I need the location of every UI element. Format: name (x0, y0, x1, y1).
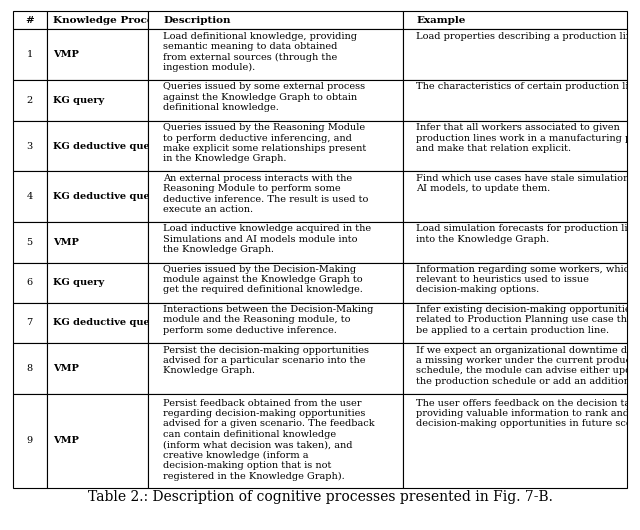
Bar (13, 343, 47, 394)
Bar (148, 120, 403, 172)
Text: 2: 2 (27, 96, 33, 105)
Text: Persist feedback obtained from the user
regarding decision-making opportunities
: Persist feedback obtained from the user … (163, 399, 375, 481)
Text: VMP: VMP (52, 50, 79, 59)
Text: VMP: VMP (52, 364, 79, 373)
Bar (13, 394, 47, 488)
Bar (47, 262, 148, 303)
Bar (47, 303, 148, 343)
Text: KG query: KG query (52, 96, 104, 105)
Text: 3: 3 (27, 142, 33, 151)
Text: VMP: VMP (52, 238, 79, 247)
Bar (148, 30, 403, 81)
Text: The user offers feedback on the decision taken,
providing valuable information t: The user offers feedback on the decision… (417, 399, 640, 428)
Bar (47, 30, 148, 81)
Text: KG deductive query: KG deductive query (52, 319, 160, 328)
Bar (403, 394, 627, 488)
Bar (47, 172, 148, 223)
Text: An external process interacts with the
Reasoning Module to perform some
deductiv: An external process interacts with the R… (163, 174, 369, 214)
Text: Load inductive knowledge acquired in the
Simulations and AI models module into
t: Load inductive knowledge acquired in the… (163, 224, 371, 254)
Text: KG query: KG query (52, 278, 104, 287)
Text: 6: 6 (27, 278, 33, 287)
Bar (403, 343, 627, 394)
Bar (13, 172, 47, 223)
Text: KG deductive query: KG deductive query (52, 192, 160, 201)
Text: Queries issued by the Decision-Making
module against the Knowledge Graph to
get : Queries issued by the Decision-Making mo… (163, 264, 363, 294)
Bar (148, 81, 403, 120)
Bar (403, 262, 627, 303)
Text: VMP: VMP (52, 436, 79, 445)
Bar (47, 343, 148, 394)
Bar (47, 394, 148, 488)
Bar (148, 11, 403, 30)
Text: KG deductive query: KG deductive query (52, 142, 160, 151)
Bar (13, 120, 47, 172)
Bar (148, 262, 403, 303)
Bar (148, 303, 403, 343)
Text: Find which use cases have stale simulation or
AI models, to update them.: Find which use cases have stale simulati… (417, 174, 640, 193)
Bar (403, 30, 627, 81)
Text: Information regarding some workers, which is
relevant to heuristics used to issu: Information regarding some workers, whic… (417, 264, 640, 294)
Text: Infer that all workers associated to given
production lines work in a manufactur: Infer that all workers associated to giv… (417, 123, 640, 153)
Text: Queries issued by the Reasoning Module
to perform deductive inferencing, and
mak: Queries issued by the Reasoning Module t… (163, 123, 367, 163)
Bar (13, 223, 47, 262)
Bar (403, 303, 627, 343)
Text: 7: 7 (27, 319, 33, 328)
Bar (13, 303, 47, 343)
Bar (403, 223, 627, 262)
Text: 8: 8 (27, 364, 33, 373)
Bar (13, 30, 47, 81)
Text: Queries issued by some external process
against the Knowledge Graph to obtain
de: Queries issued by some external process … (163, 82, 365, 112)
Text: 5: 5 (27, 238, 33, 247)
Bar (148, 223, 403, 262)
Text: If we expect an organizational downtime due to
a missing worker under the curren: If we expect an organizational downtime … (417, 346, 640, 386)
Bar (13, 11, 47, 30)
Text: Infer existing decision-making opportunities
related to Production Planning use : Infer existing decision-making opportuni… (417, 305, 640, 334)
Bar (47, 11, 148, 30)
Text: #: # (26, 15, 34, 24)
Bar (403, 172, 627, 223)
Text: Load simulation forecasts for production lines
into the Knowledge Graph.: Load simulation forecasts for production… (417, 224, 640, 244)
Text: 9: 9 (27, 436, 33, 445)
Text: Example: Example (417, 15, 466, 24)
Text: 4: 4 (27, 192, 33, 201)
Bar (148, 343, 403, 394)
Bar (403, 120, 627, 172)
Bar (47, 120, 148, 172)
Text: Interactions between the Decision-Making
module and the Reasoning module, to
per: Interactions between the Decision-Making… (163, 305, 374, 334)
Bar (403, 11, 627, 30)
Text: Load definitional knowledge, providing
semantic meaning to data obtained
from ex: Load definitional knowledge, providing s… (163, 32, 357, 73)
Text: Description: Description (163, 15, 231, 24)
Text: 1: 1 (27, 50, 33, 59)
Bar (47, 223, 148, 262)
Text: The characteristics of certain production line.: The characteristics of certain productio… (417, 82, 640, 91)
Text: Persist the decision-making opportunities
advised for a particular scenario into: Persist the decision-making opportunitie… (163, 346, 369, 375)
Text: Load properties describing a production line.: Load properties describing a production … (417, 32, 640, 41)
Bar (47, 81, 148, 120)
Bar (403, 81, 627, 120)
Bar (148, 394, 403, 488)
Text: Knowledge Process: Knowledge Process (52, 15, 165, 24)
Bar (13, 262, 47, 303)
Text: Table 2.: Description of cognitive processes presented in Fig. 7-B.: Table 2.: Description of cognitive proce… (88, 490, 552, 504)
Bar (148, 172, 403, 223)
Bar (13, 81, 47, 120)
